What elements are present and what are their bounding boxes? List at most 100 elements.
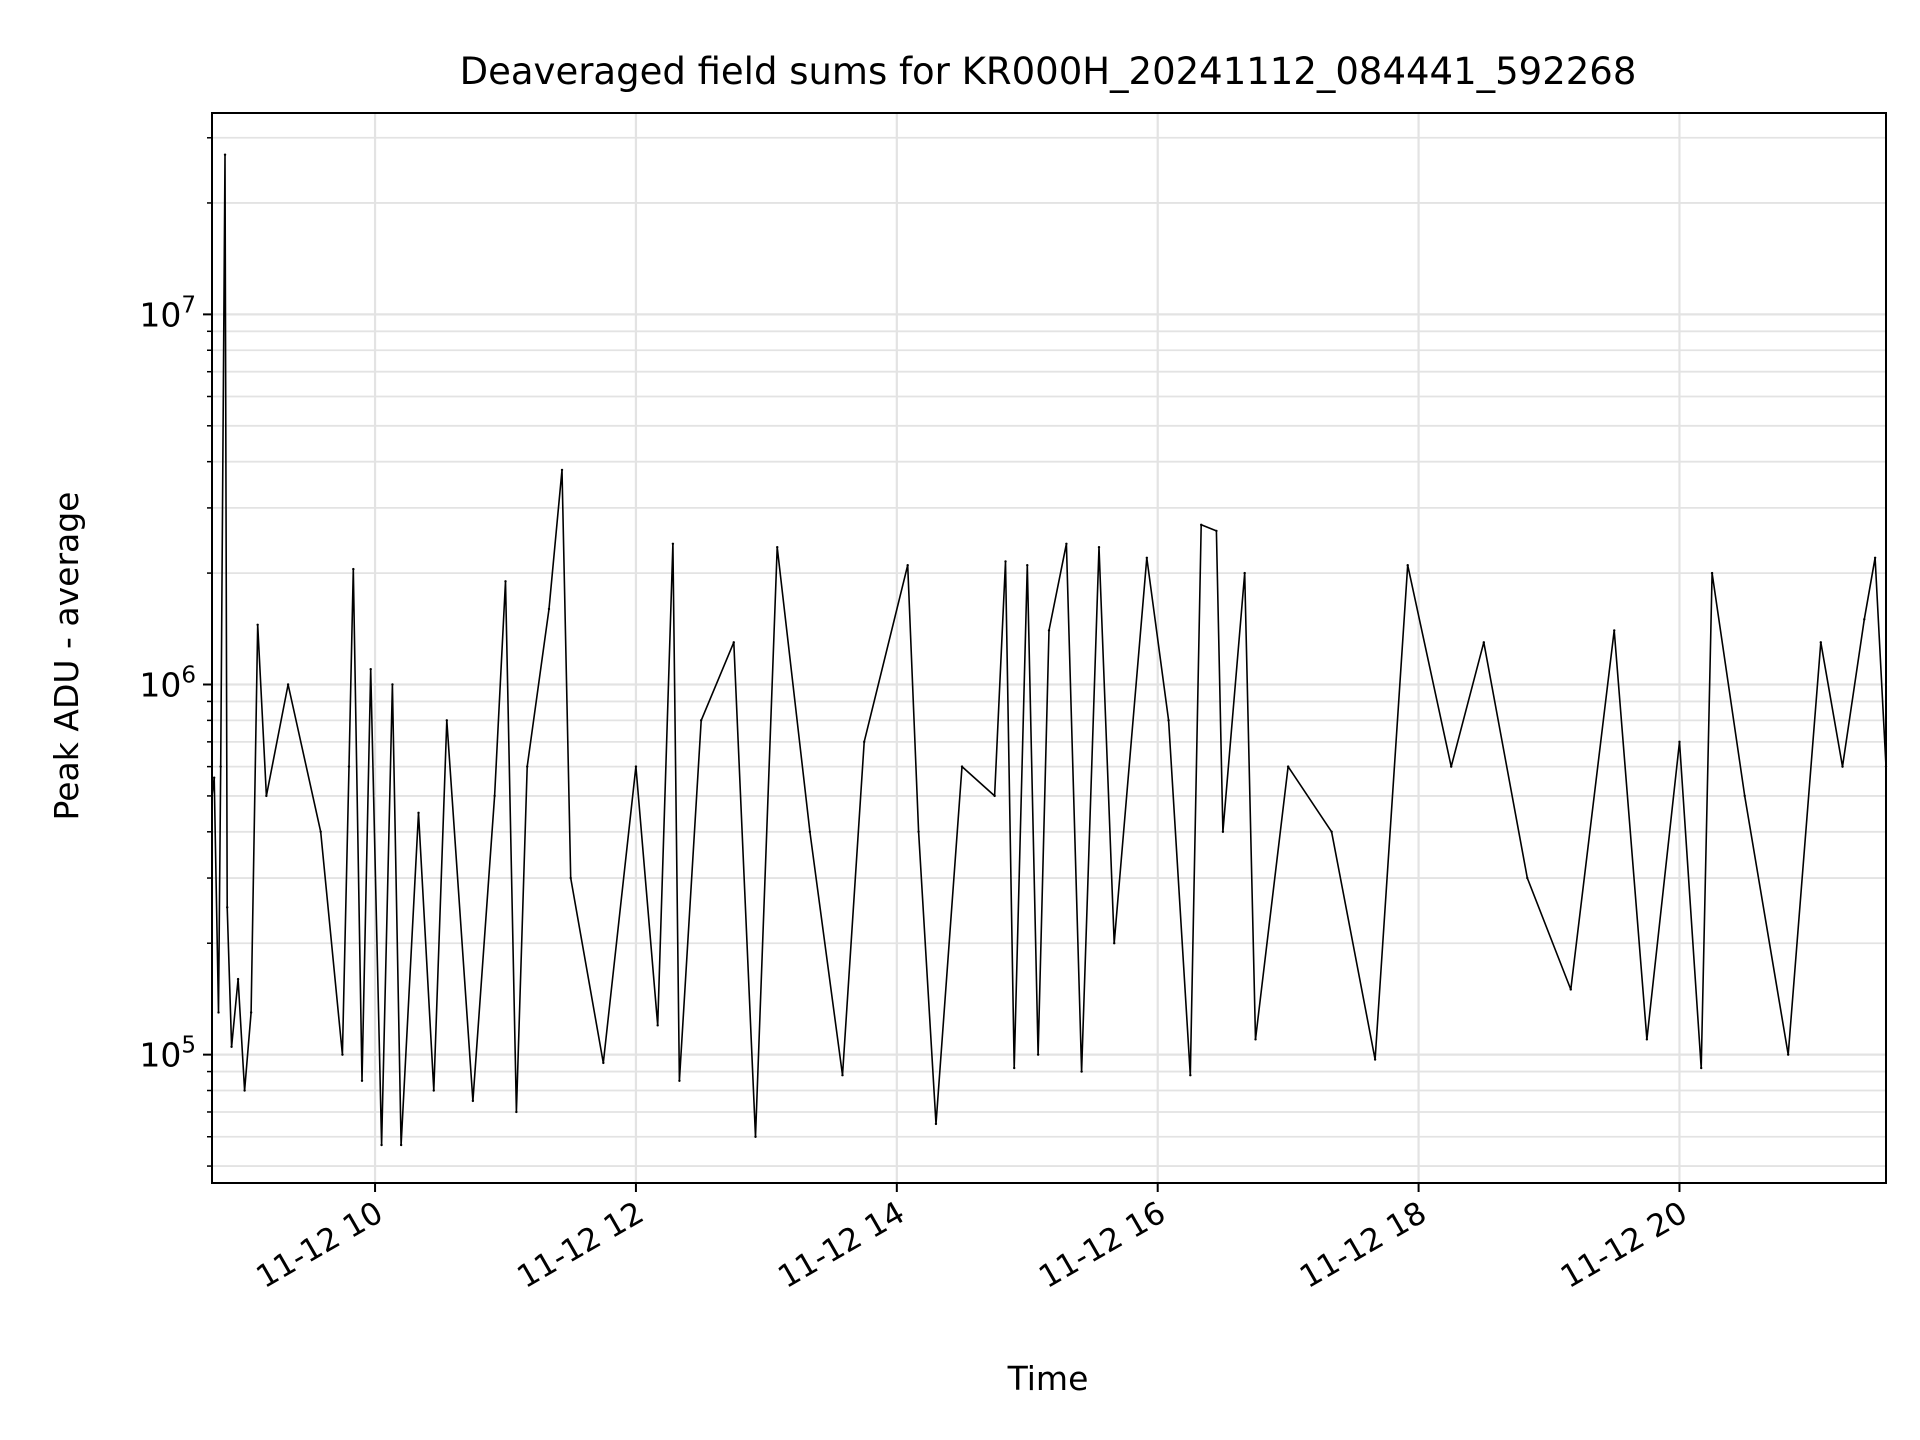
y-axis-label: Peak ADU - average xyxy=(47,492,86,821)
y-tick-label: 107 xyxy=(139,292,196,334)
x-tick-label: 11-12 20 xyxy=(1555,1195,1694,1296)
data-point xyxy=(1243,571,1246,575)
data-point xyxy=(1863,618,1866,621)
data-point xyxy=(1080,1070,1083,1073)
data-point xyxy=(1449,765,1453,768)
data-point xyxy=(226,906,229,909)
data-point xyxy=(352,567,355,571)
y-tick-label: 105 xyxy=(139,1033,196,1075)
chart-title: Deaveraged field sums for KR000H_2024111… xyxy=(460,50,1637,93)
data-point xyxy=(341,1053,344,1056)
data-point xyxy=(1678,740,1681,744)
data-point xyxy=(319,830,322,834)
data-point xyxy=(1036,1053,1040,1056)
x-axis-label: Time xyxy=(1007,1359,1089,1398)
data-point xyxy=(445,719,448,722)
data-point xyxy=(1113,942,1116,945)
data-point xyxy=(1189,1073,1192,1077)
data-point xyxy=(1254,1038,1257,1041)
data-point xyxy=(230,1045,233,1048)
data-point xyxy=(1569,988,1572,991)
data-point xyxy=(863,740,866,744)
data-series xyxy=(210,153,1888,1147)
data-point xyxy=(1097,545,1101,549)
data-point xyxy=(678,1079,681,1082)
x-tick-label: 11-12 18 xyxy=(1294,1195,1433,1296)
y-tick-label: 106 xyxy=(139,663,196,705)
data-point xyxy=(1047,629,1051,632)
data-point xyxy=(569,876,572,880)
plot-area-frame xyxy=(211,112,1887,1184)
series-line xyxy=(211,153,1887,1146)
data-point xyxy=(993,794,996,798)
data-point xyxy=(360,1079,364,1082)
x-tick-label: 11-12 10 xyxy=(250,1195,389,1296)
data-point xyxy=(1215,529,1218,533)
data-point xyxy=(1482,641,1486,644)
data-point xyxy=(256,623,259,626)
data-point xyxy=(347,765,351,768)
data-point xyxy=(1819,641,1822,644)
data-point xyxy=(1873,556,1877,559)
data-point xyxy=(1286,765,1290,768)
data-point xyxy=(471,1099,475,1103)
data-point xyxy=(1330,830,1333,834)
data-point xyxy=(917,830,920,834)
data-point xyxy=(399,1143,403,1147)
data-point xyxy=(808,830,812,834)
data-point xyxy=(515,1110,518,1114)
x-tick-label: 11-12 14 xyxy=(772,1195,911,1296)
data-point xyxy=(391,683,394,686)
data-point xyxy=(212,776,216,779)
data-point xyxy=(1613,629,1616,632)
data-point xyxy=(236,977,240,981)
data-point xyxy=(699,719,703,722)
x-tick-label: 11-12 12 xyxy=(511,1195,650,1296)
data-point xyxy=(906,564,909,567)
data-point xyxy=(1645,1038,1649,1041)
data-point xyxy=(380,1143,383,1147)
data-point xyxy=(1710,571,1714,575)
data-point xyxy=(1373,1058,1377,1061)
gridlines xyxy=(212,113,1886,1183)
data-point xyxy=(223,153,227,156)
data-point xyxy=(504,580,507,583)
data-point xyxy=(602,1061,605,1065)
data-point xyxy=(960,765,964,768)
data-point xyxy=(732,641,735,644)
data-point xyxy=(1221,830,1225,834)
data-point xyxy=(1013,1066,1016,1070)
data-point xyxy=(1841,765,1844,768)
data-point xyxy=(219,765,222,768)
y-axis-ticks: 105 106 107 xyxy=(139,137,212,1167)
data-point xyxy=(776,545,779,549)
data-point xyxy=(1786,1053,1790,1056)
data-point xyxy=(243,1089,246,1092)
data-point xyxy=(671,542,675,545)
x-tick-label: 11-12 16 xyxy=(1033,1195,1172,1296)
data-point xyxy=(656,1024,659,1027)
data-point xyxy=(1145,556,1149,559)
data-point xyxy=(249,1011,253,1014)
data-point xyxy=(217,1011,220,1014)
data-point xyxy=(1004,560,1007,563)
data-point xyxy=(432,1089,435,1092)
data-point xyxy=(754,1135,757,1138)
data-point xyxy=(286,683,290,686)
data-point xyxy=(634,765,638,768)
data-point xyxy=(1743,794,1746,798)
data-point xyxy=(841,1073,844,1077)
data-point xyxy=(265,794,268,798)
data-point xyxy=(417,811,420,815)
data-point xyxy=(493,794,496,798)
data-point xyxy=(1199,523,1203,527)
data-point xyxy=(526,765,529,768)
data-point xyxy=(934,1122,938,1126)
data-point xyxy=(547,607,551,611)
data-point xyxy=(1167,719,1170,722)
data-point xyxy=(1700,1066,1703,1070)
x-axis-ticks: 11-12 10 11-12 12 11-12 14 11-12 16 11-12 18… xyxy=(250,1183,1693,1296)
data-point xyxy=(560,468,564,472)
data-point xyxy=(1406,564,1409,567)
